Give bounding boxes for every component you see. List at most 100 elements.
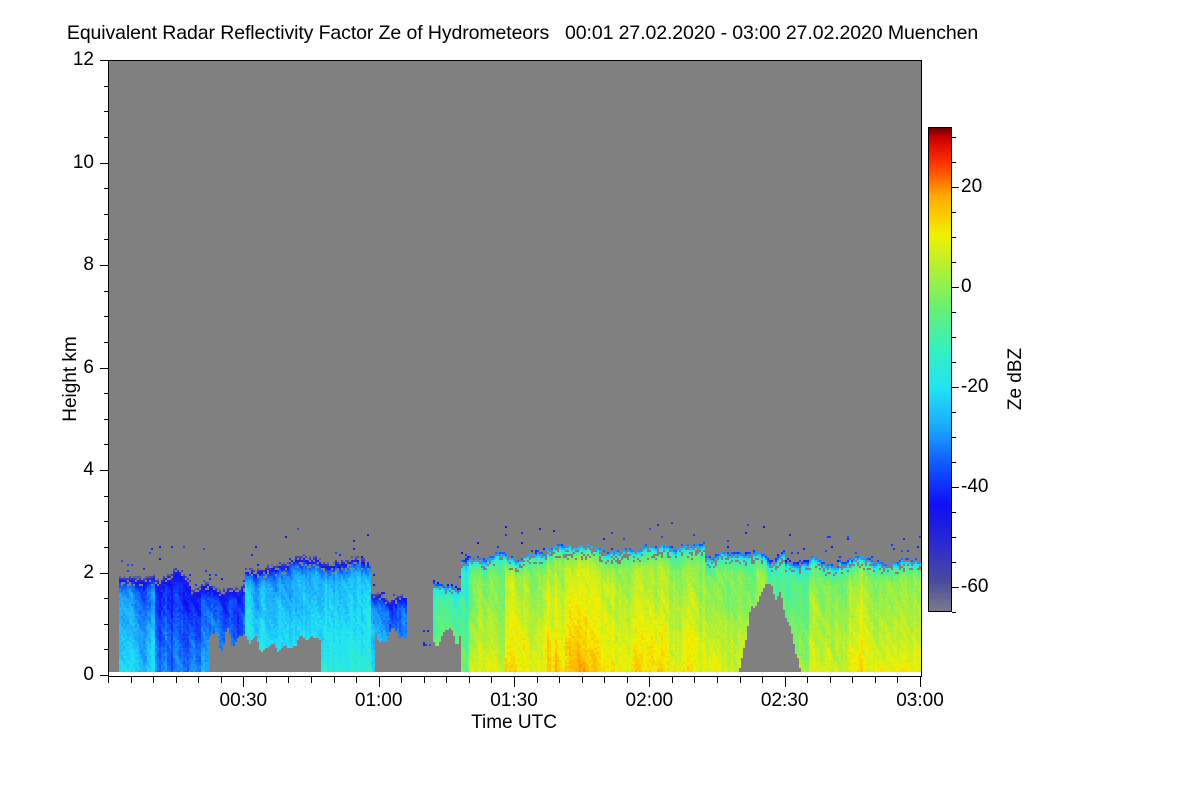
colorbar-tick-minor — [952, 437, 956, 438]
y-tick-minor — [104, 521, 109, 523]
y-tick-minor — [104, 495, 109, 497]
x-tick-minor — [401, 677, 403, 683]
x-tick-minor — [604, 677, 606, 683]
y-tick-label: 2 — [83, 561, 94, 583]
colorbar-tick-minor — [952, 362, 956, 363]
y-tick-major — [100, 470, 109, 471]
y-tick-minor — [104, 623, 109, 625]
colorbar-tick-minor — [952, 537, 956, 538]
y-tick-label: 12 — [72, 49, 94, 70]
y-tick-major — [100, 675, 109, 676]
colorbar-tick-minor — [952, 512, 956, 513]
x-tick-label: 01:30 — [490, 690, 538, 711]
y-tick-minor — [104, 111, 109, 113]
colorbar-tick-minor — [952, 337, 956, 338]
y-tick-major — [100, 60, 109, 61]
y-tick-label: 8 — [83, 254, 94, 275]
colorbar-tick-label: -60 — [961, 576, 989, 597]
x-tick-minor — [807, 677, 809, 683]
x-tick-minor — [559, 677, 561, 683]
y-tick-minor — [104, 546, 109, 548]
x-tick-minor — [468, 677, 470, 683]
colorbar-tick-label: 20 — [961, 176, 983, 197]
x-tick-minor — [829, 677, 831, 683]
y-tick-minor — [104, 85, 109, 87]
x-tick-minor — [536, 677, 538, 683]
x-tick-major — [920, 677, 921, 687]
x-tick-minor — [581, 677, 583, 683]
x-tick-label: 02:30 — [760, 690, 809, 711]
x-tick-minor — [220, 677, 222, 683]
x-tick-minor — [175, 677, 177, 683]
y-tick-minor — [104, 393, 109, 395]
y-tick-minor — [104, 290, 109, 292]
x-tick-major — [649, 677, 651, 687]
colorbar-tick-minor — [952, 212, 956, 213]
y-tick-major — [100, 162, 109, 164]
colorbar-tick-minor — [952, 162, 956, 163]
y-tick-label: 10 — [72, 151, 94, 173]
x-tick-minor — [897, 677, 899, 683]
y-tick-minor — [104, 213, 109, 215]
x-tick-label: 00:30 — [219, 690, 268, 711]
colorbar-tick-major — [952, 287, 959, 288]
y-tick-minor — [104, 239, 109, 241]
colorbar-tick-label: 0 — [961, 276, 972, 297]
colorbar-tick-minor — [952, 462, 956, 463]
x-tick-minor — [423, 677, 425, 683]
x-tick-minor — [311, 677, 312, 683]
y-tick-minor — [104, 598, 109, 600]
y-tick-minor — [104, 649, 109, 651]
colorbar-tick-minor — [952, 312, 956, 313]
y-tick-major — [100, 367, 109, 369]
colorbar-canvas — [929, 128, 951, 611]
x-tick-major — [784, 677, 786, 687]
x-tick-minor — [717, 677, 718, 683]
x-tick-minor — [288, 677, 290, 683]
x-tick-minor — [694, 677, 696, 683]
colorbar — [928, 127, 952, 612]
colorbar-tick-label: -20 — [961, 376, 989, 397]
x-tick-minor — [153, 677, 155, 683]
x-tick-minor — [739, 677, 741, 683]
x-tick-label: 03:00 — [896, 690, 944, 711]
x-tick-label: 01:00 — [354, 690, 403, 711]
x-tick-minor — [356, 677, 358, 683]
colorbar-tick-minor — [952, 612, 956, 613]
y-tick-major — [100, 265, 109, 266]
colorbar-gradient — [928, 127, 952, 612]
x-tick-minor — [852, 677, 854, 683]
x-axis-label: Time UTC — [471, 712, 557, 733]
colorbar-tick-major — [952, 387, 959, 388]
plot-area — [108, 60, 922, 677]
x-tick-label: 02:00 — [625, 690, 674, 711]
x-tick-minor — [446, 677, 448, 683]
y-tick-major — [100, 572, 109, 574]
y-tick-minor — [104, 418, 109, 420]
y-tick-minor — [104, 341, 109, 343]
x-tick-minor — [874, 677, 876, 683]
colorbar-tick-label: -40 — [961, 476, 989, 497]
y-tick-label: 4 — [83, 459, 94, 480]
x-tick-minor — [265, 677, 267, 683]
x-tick-minor — [198, 677, 200, 683]
colorbar-label: Ze dBZ — [1005, 347, 1026, 411]
y-axis-label: Height km — [60, 336, 81, 422]
y-tick-minor — [104, 316, 109, 318]
page-title: Equivalent Radar Reflectivity Factor Ze … — [66, 22, 979, 44]
colorbar-tick-major — [952, 587, 959, 588]
y-tick-minor — [104, 444, 109, 446]
x-tick-minor — [333, 677, 335, 683]
y-tick-minor — [104, 136, 109, 138]
colorbar-tick-minor — [952, 562, 956, 563]
x-tick-minor — [108, 677, 109, 683]
reflectivity-heatmap — [109, 61, 921, 676]
y-tick-label: 0 — [83, 664, 94, 685]
x-tick-minor — [130, 677, 132, 683]
x-tick-major — [378, 677, 380, 687]
x-tick-minor — [626, 677, 628, 683]
colorbar-tick-minor — [952, 262, 956, 263]
x-tick-major — [514, 677, 515, 687]
x-tick-minor — [671, 677, 673, 683]
